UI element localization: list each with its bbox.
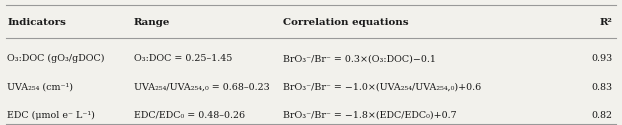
Text: O₃:DOC (gO₃/gDOC): O₃:DOC (gO₃/gDOC) bbox=[7, 54, 105, 63]
Text: UVA₂₅₄/UVA₂₅₄,₀ = 0.68–0.23: UVA₂₅₄/UVA₂₅₄,₀ = 0.68–0.23 bbox=[134, 83, 269, 92]
Text: EDC (μmol e⁻ L⁻¹): EDC (μmol e⁻ L⁻¹) bbox=[7, 110, 95, 120]
Text: BrO₃⁻/Br⁻ = −1.8×(EDC/EDC₀)+0.7: BrO₃⁻/Br⁻ = −1.8×(EDC/EDC₀)+0.7 bbox=[283, 110, 457, 120]
Text: R²: R² bbox=[600, 18, 613, 27]
Text: BrO₃⁻/Br⁻ = −1.0×(UVA₂₅₄/UVA₂₅₄,₀)+0.6: BrO₃⁻/Br⁻ = −1.0×(UVA₂₅₄/UVA₂₅₄,₀)+0.6 bbox=[283, 83, 481, 92]
Text: 0.82: 0.82 bbox=[592, 110, 613, 120]
Text: BrO₃⁻/Br⁻ = 0.3×(O₃:DOC)−0.1: BrO₃⁻/Br⁻ = 0.3×(O₃:DOC)−0.1 bbox=[283, 54, 436, 63]
Text: 0.93: 0.93 bbox=[592, 54, 613, 63]
Text: EDC/EDC₀ = 0.48–0.26: EDC/EDC₀ = 0.48–0.26 bbox=[134, 110, 245, 120]
Text: Range: Range bbox=[134, 18, 170, 27]
Text: 0.83: 0.83 bbox=[592, 83, 613, 92]
Text: O₃:DOC = 0.25–1.45: O₃:DOC = 0.25–1.45 bbox=[134, 54, 232, 63]
Text: Indicators: Indicators bbox=[7, 18, 67, 27]
Text: Correlation equations: Correlation equations bbox=[283, 18, 409, 27]
Text: UVA₂₅₄ (cm⁻¹): UVA₂₅₄ (cm⁻¹) bbox=[7, 83, 73, 92]
